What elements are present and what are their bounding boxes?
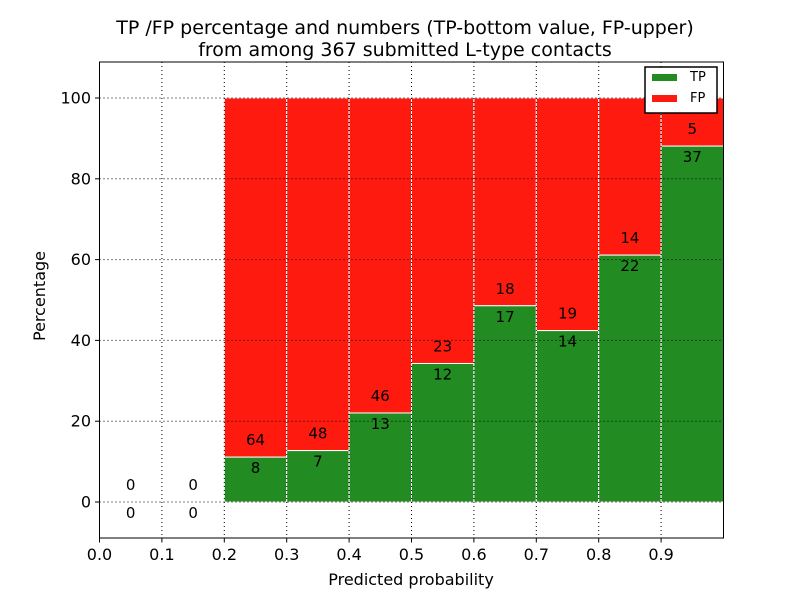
tp-count-label: 14 <box>558 333 577 351</box>
bar-tp <box>223 456 288 503</box>
fp-count-label: 5 <box>688 120 698 138</box>
fp-count-label: 18 <box>496 280 515 298</box>
fp-count-label: 14 <box>620 229 639 247</box>
bar-fp <box>411 97 475 364</box>
bar-tp <box>598 254 662 503</box>
y-tick-label: 0 <box>81 493 91 512</box>
x-tick-label: 0.0 <box>87 545 112 564</box>
fp-count-label: 0 <box>126 476 136 494</box>
x-tick-label: 0.4 <box>336 545 361 564</box>
bar-tp <box>535 330 600 503</box>
bar-tp <box>660 145 724 503</box>
grid-layer <box>99 62 724 538</box>
legend-swatch-fp <box>652 95 677 102</box>
fp-count-label: 46 <box>371 387 390 405</box>
tp-count-label: 37 <box>683 148 702 166</box>
legend-label-tp: TP <box>689 70 706 85</box>
bar-fp <box>348 97 413 414</box>
y-tick-label: 40 <box>71 331 91 350</box>
chart-title-line1: TP /FP percentage and numbers (TP-bottom… <box>115 17 694 39</box>
x-tick-label: 0.5 <box>399 545 424 564</box>
y-axis-label: Percentage <box>30 251 49 341</box>
y-tick-label: 80 <box>71 169 91 188</box>
y-tick-label: 100 <box>60 89 91 108</box>
bar-tp <box>411 362 475 503</box>
y-tick-label: 60 <box>71 250 91 269</box>
bar-labels-layer: 0 0 0 0 64 8 48 7 46 13 23 12 18 17 19 14 14 22 5 37 <box>126 120 702 522</box>
tp-count-label: 17 <box>496 308 515 326</box>
bar-fp <box>473 97 537 307</box>
tp-count-label: 0 <box>188 504 198 522</box>
legend-swatch-tp <box>652 74 677 81</box>
fp-count-label: 64 <box>246 431 265 449</box>
y-tick-label: 20 <box>71 412 91 431</box>
x-tick-label: 0.8 <box>586 545 611 564</box>
bar-fp <box>598 97 662 256</box>
bar-fp <box>535 97 600 332</box>
fp-count-label: 0 <box>188 476 198 494</box>
fp-count-label: 48 <box>308 425 327 443</box>
x-tick-label: 0.3 <box>274 545 299 564</box>
bar-tp <box>473 305 537 503</box>
bars-layer <box>223 97 724 503</box>
x-tick-label: 0.7 <box>524 545 549 564</box>
x-tick-label: 0.1 <box>149 545 174 564</box>
x-axis-label: Predicted probability <box>328 570 494 589</box>
bar-fp <box>286 97 350 452</box>
legend-label-fp: FP <box>690 91 705 106</box>
legend-box <box>644 66 718 114</box>
x-tick-label: 0.2 <box>212 545 237 564</box>
tp-count-label: 0 <box>126 504 136 522</box>
legend: TP FP <box>644 66 718 114</box>
tp-count-label: 13 <box>371 415 390 433</box>
tp-count-label: 22 <box>620 257 639 275</box>
bar-tp <box>348 412 413 503</box>
tp-count-label: 12 <box>433 365 452 383</box>
tp-count-label: 8 <box>251 459 261 477</box>
x-tick-label: 0.9 <box>648 545 673 564</box>
x-tick-label: 0.6 <box>461 545 486 564</box>
fp-count-label: 23 <box>433 337 452 355</box>
chart-title-line2: from among 367 submitted L-type contacts <box>198 39 612 61</box>
axes-layer: 0.0 0.1 0.2 0.3 0.4 0.5 0.6 0.7 0.8 0.90204060801… <box>60 61 724 564</box>
bar-fp <box>223 97 288 458</box>
tp-count-label: 7 <box>313 453 323 471</box>
fp-count-label: 19 <box>558 305 577 323</box>
